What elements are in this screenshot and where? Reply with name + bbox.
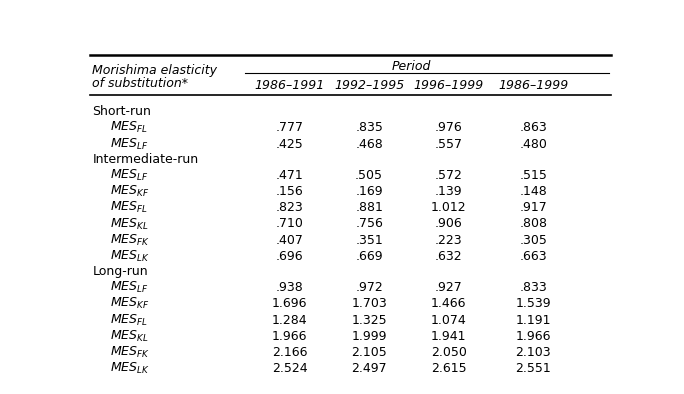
Text: Period: Period <box>392 60 431 73</box>
Text: $\mathit{MES}_{\mathit{KL}}$: $\mathit{MES}_{\mathit{KL}}$ <box>110 329 148 344</box>
Text: $\mathit{MES}_{\mathit{LK}}$: $\mathit{MES}_{\mathit{LK}}$ <box>110 249 150 264</box>
Text: 1.966: 1.966 <box>516 330 551 343</box>
Text: .515: .515 <box>519 169 547 182</box>
Text: .480: .480 <box>519 138 547 151</box>
Text: 2.103: 2.103 <box>516 346 551 359</box>
Text: .471: .471 <box>276 169 304 182</box>
Text: .881: .881 <box>355 201 383 214</box>
Text: $\mathit{MES}_{\mathit{LK}}$: $\mathit{MES}_{\mathit{LK}}$ <box>110 361 150 376</box>
Text: .425: .425 <box>276 138 304 151</box>
Text: 1996–1999: 1996–1999 <box>414 79 484 92</box>
Text: 1.696: 1.696 <box>272 297 307 310</box>
Text: .139: .139 <box>435 185 462 198</box>
Text: $\mathit{MES}_{\mathit{FK}}$: $\mathit{MES}_{\mathit{FK}}$ <box>110 233 150 248</box>
Text: of substitution*: of substitution* <box>92 77 188 90</box>
Text: .632: .632 <box>435 250 462 263</box>
Text: .906: .906 <box>435 217 462 230</box>
Text: 1.999: 1.999 <box>352 330 387 343</box>
Text: $\mathit{MES}_{\mathit{FL}}$: $\mathit{MES}_{\mathit{FL}}$ <box>110 200 148 215</box>
Text: 2.166: 2.166 <box>272 346 307 359</box>
Text: .557: .557 <box>434 138 462 151</box>
Text: 1986–1991: 1986–1991 <box>254 79 325 92</box>
Text: 1.074: 1.074 <box>431 314 466 327</box>
Text: .835: .835 <box>355 121 383 134</box>
Text: 2.497: 2.497 <box>352 362 387 375</box>
Text: $\mathit{MES}_{\mathit{KF}}$: $\mathit{MES}_{\mathit{KF}}$ <box>110 184 149 199</box>
Text: $\mathit{MES}_{\mathit{FL}}$: $\mathit{MES}_{\mathit{FL}}$ <box>110 120 148 136</box>
Text: Intermediate-run: Intermediate-run <box>92 152 198 165</box>
Text: .756: .756 <box>355 217 383 230</box>
Text: 1.012: 1.012 <box>431 201 466 214</box>
Text: $\mathit{MES}_{\mathit{FK}}$: $\mathit{MES}_{\mathit{FK}}$ <box>110 345 150 360</box>
Text: Short-run: Short-run <box>92 105 151 118</box>
Text: 2.551: 2.551 <box>516 362 551 375</box>
Text: 1.466: 1.466 <box>431 297 466 310</box>
Text: 1.703: 1.703 <box>351 297 387 310</box>
Text: 2.615: 2.615 <box>431 362 466 375</box>
Text: .777: .777 <box>276 121 304 134</box>
Text: 1.966: 1.966 <box>272 330 307 343</box>
Text: .669: .669 <box>355 250 383 263</box>
Text: $\mathit{MES}_{\mathit{FL}}$: $\mathit{MES}_{\mathit{FL}}$ <box>110 312 148 328</box>
Text: $\mathit{MES}_{\mathit{KL}}$: $\mathit{MES}_{\mathit{KL}}$ <box>110 216 148 232</box>
Text: 1.325: 1.325 <box>352 314 387 327</box>
Text: 1.191: 1.191 <box>516 314 551 327</box>
Text: 1992–1995: 1992–1995 <box>334 79 404 92</box>
Text: .972: .972 <box>355 281 383 294</box>
Text: .917: .917 <box>520 201 547 214</box>
Text: $\mathit{MES}_{\mathit{LF}}$: $\mathit{MES}_{\mathit{LF}}$ <box>110 137 148 152</box>
Text: 1986–1999: 1986–1999 <box>499 79 568 92</box>
Text: Morishima elasticity: Morishima elasticity <box>92 64 218 77</box>
Text: .169: .169 <box>355 185 383 198</box>
Text: 2.050: 2.050 <box>431 346 466 359</box>
Text: $\mathit{MES}_{\mathit{KF}}$: $\mathit{MES}_{\mathit{KF}}$ <box>110 296 149 311</box>
Text: 2.105: 2.105 <box>351 346 387 359</box>
Text: .663: .663 <box>520 250 547 263</box>
Text: .808: .808 <box>519 217 547 230</box>
Text: Long-run: Long-run <box>92 265 148 278</box>
Text: .223: .223 <box>435 234 462 247</box>
Text: .976: .976 <box>435 121 462 134</box>
Text: $\mathit{MES}_{\mathit{LF}}$: $\mathit{MES}_{\mathit{LF}}$ <box>110 280 148 295</box>
Text: .305: .305 <box>519 234 547 247</box>
Text: .833: .833 <box>520 281 547 294</box>
Text: 1.284: 1.284 <box>272 314 307 327</box>
Text: 1.941: 1.941 <box>431 330 466 343</box>
Text: .572: .572 <box>434 169 462 182</box>
Text: .407: .407 <box>276 234 304 247</box>
Text: .156: .156 <box>276 185 304 198</box>
Text: .927: .927 <box>435 281 462 294</box>
Text: .863: .863 <box>520 121 547 134</box>
Text: 1.539: 1.539 <box>516 297 551 310</box>
Text: .351: .351 <box>355 234 383 247</box>
Text: 2.524: 2.524 <box>272 362 307 375</box>
Text: .505: .505 <box>355 169 383 182</box>
Text: .468: .468 <box>355 138 383 151</box>
Text: $\mathit{MES}_{\mathit{LF}}$: $\mathit{MES}_{\mathit{LF}}$ <box>110 168 148 183</box>
Text: .696: .696 <box>276 250 304 263</box>
Text: .938: .938 <box>276 281 304 294</box>
Text: .823: .823 <box>276 201 304 214</box>
Text: .710: .710 <box>276 217 304 230</box>
Text: .148: .148 <box>520 185 547 198</box>
